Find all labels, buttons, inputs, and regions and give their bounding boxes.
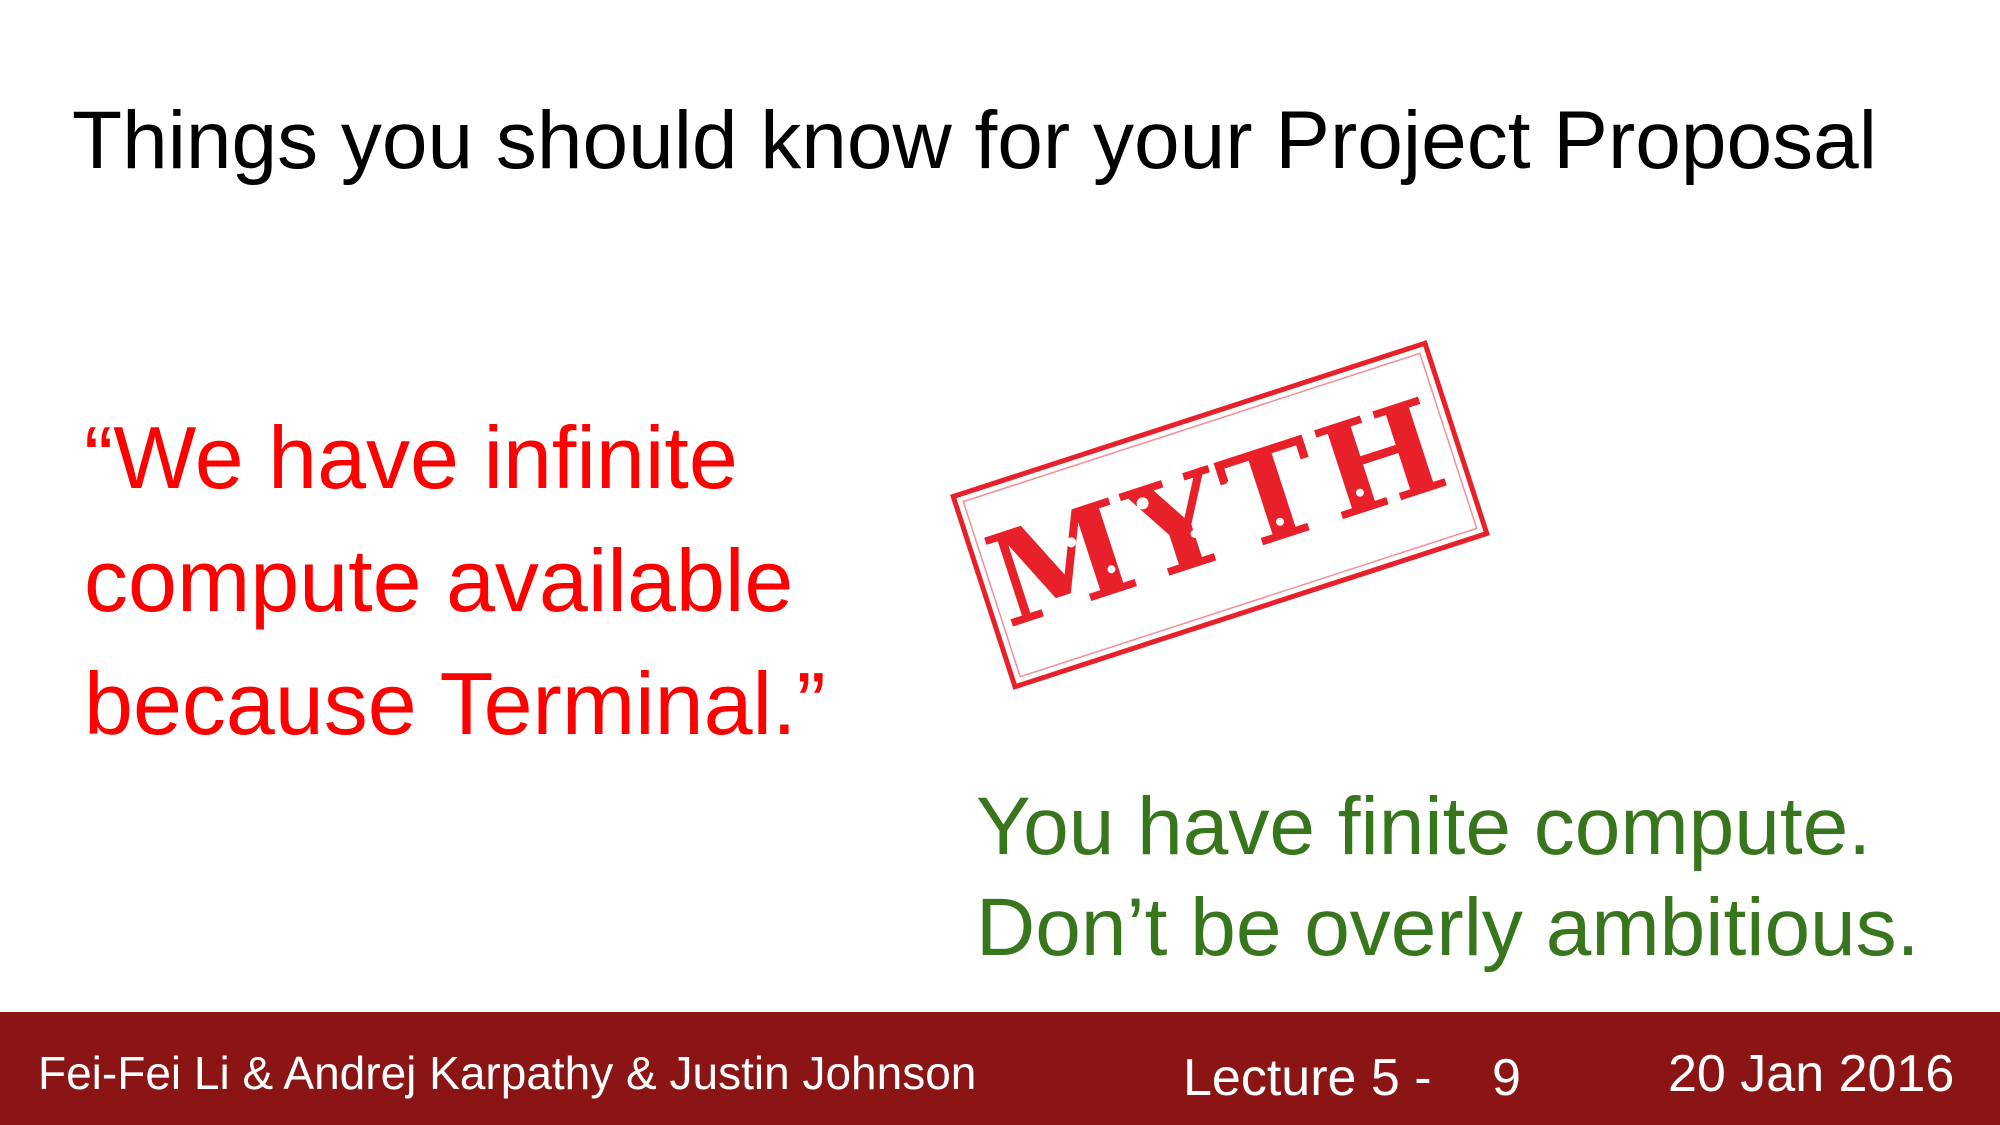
quote-line-2: compute available [84,531,794,630]
reality-answer: You have finite compute. Don’t be overly… [976,776,1919,978]
answer-line-2: Don’t be overly ambitious. [976,882,1920,973]
stamp-inner-border [962,352,1478,678]
footer-lecture: Lecture 5 - [1183,1049,1432,1107]
answer-line-1: You have finite compute. [976,781,1872,872]
quote-line-3: because Terminal.” [84,654,826,753]
stamp-distress [1066,430,1373,576]
footer-authors: Fei-Fei Li & Andrej Karpathy & Justin Jo… [38,1047,977,1099]
quote-line-1: “We have infinite [84,408,738,507]
footer-date: 20 Jan 2016 [1668,1045,1955,1103]
slide-title: Things you should know for your Project … [72,95,1877,186]
stamp-border [950,340,1490,690]
footer-slide-number: 9 [1492,1049,1521,1107]
myth-quote: “We have infinite compute available beca… [84,396,826,765]
footer-bar: Fei-Fei Li & Andrej Karpathy & Justin Jo… [0,1012,2000,1125]
myth-stamp: MYTH [950,340,1490,690]
